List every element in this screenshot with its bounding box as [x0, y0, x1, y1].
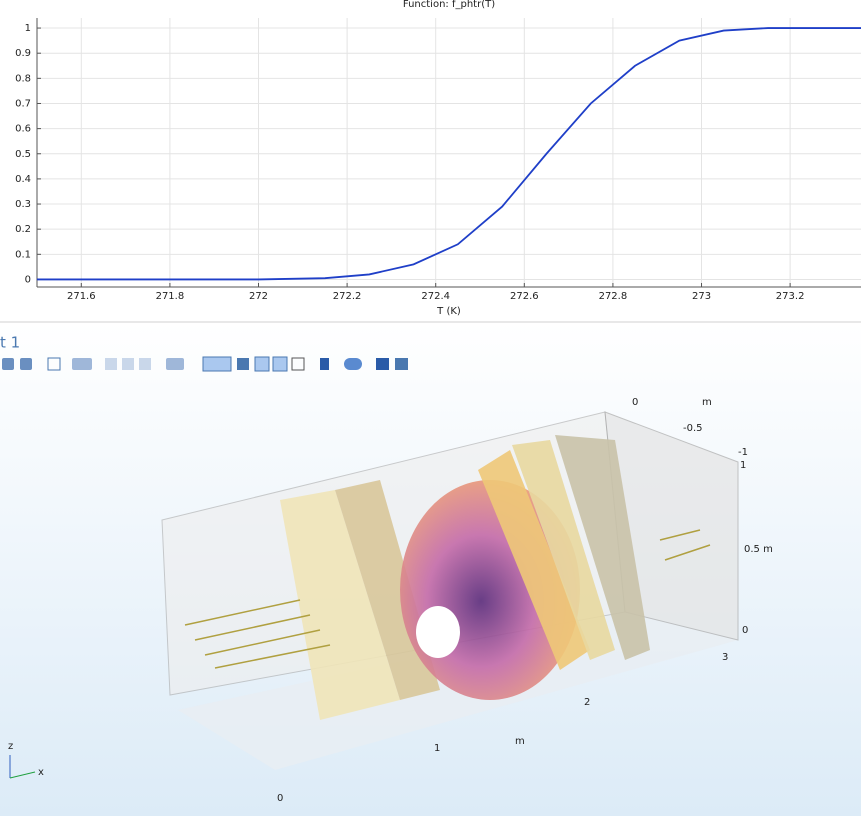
view-xy-icon[interactable]	[105, 358, 117, 370]
lock-icon[interactable]	[320, 358, 329, 370]
axis-label-3d: 2	[584, 697, 590, 708]
cylinder	[416, 606, 460, 658]
x-tick-label: 272.2	[333, 291, 362, 302]
reset-icon[interactable]	[344, 358, 362, 370]
axis-label-3d: z	[8, 741, 13, 752]
surface	[280, 490, 400, 720]
surface	[478, 450, 590, 670]
axis-label-3d: -1	[738, 447, 748, 458]
surface	[555, 435, 650, 660]
surface	[512, 440, 615, 660]
y-tick-label: 0	[25, 274, 31, 285]
y-tick-label: 0.4	[15, 174, 31, 185]
x-tick-label: 271.6	[67, 291, 96, 302]
print-icon[interactable]	[395, 358, 408, 370]
y-tick-label: 1	[25, 23, 31, 34]
axis-label-3d: x	[38, 767, 44, 778]
y-tick-label: 0.6	[15, 124, 31, 135]
axis-label-3d: 0	[632, 397, 638, 408]
zoom-extents-icon[interactable]	[47, 357, 61, 371]
grid-icon[interactable]	[254, 356, 270, 372]
axis-label-3d: m	[702, 397, 712, 408]
axis-label-3d: 0.5 m	[744, 544, 773, 555]
y-tick-label: 0.9	[15, 48, 31, 59]
axis-label-3d: 0	[742, 625, 748, 636]
y-tick-label: 0.3	[15, 199, 31, 210]
transparency-icon[interactable]	[237, 358, 249, 370]
plot-panel	[0, 0, 861, 322]
snapshot-icon[interactable]	[376, 358, 389, 370]
toolbar	[2, 356, 408, 372]
plot-title: t 1	[0, 334, 20, 352]
axis-label-3d: 1	[434, 743, 440, 754]
axis-label-3d: m	[515, 736, 525, 747]
axis-label-3d: 3	[722, 652, 728, 663]
streamlines	[184, 529, 711, 669]
y-tick-label: 0.1	[15, 249, 31, 260]
axis-label-3d: 1	[740, 460, 746, 471]
function-curve	[37, 27, 861, 281]
axes-icon[interactable]	[272, 356, 288, 372]
x-tick-label: 271.8	[156, 291, 185, 302]
axis-label-3d: 0	[277, 793, 283, 804]
scene-3d	[9, 411, 739, 779]
x-tick-label: 272.8	[599, 291, 628, 302]
view-xz-icon[interactable]	[139, 358, 151, 370]
legend-icon[interactable]	[291, 357, 305, 371]
view-yz-icon[interactable]	[122, 358, 134, 370]
y-tick-label: 0.7	[15, 98, 31, 109]
x-tick-label: 272.6	[510, 291, 539, 302]
x-tick-label: 273	[692, 291, 711, 302]
x-axis-label: T (K)	[436, 306, 461, 317]
axis-label-3d: -0.5	[683, 423, 703, 434]
scene-light-icon[interactable]	[202, 356, 232, 372]
x-tick-label: 272.4	[421, 291, 450, 302]
axis-orientation-icon[interactable]	[72, 358, 92, 370]
zoom-icon[interactable]	[2, 358, 14, 370]
x-tick-label: 272	[249, 291, 268, 302]
y-tick-label: 0.5	[15, 149, 31, 160]
rotate-icon[interactable]	[166, 358, 184, 370]
chart-title: Function: f_phtr(T)	[403, 0, 495, 10]
triad	[9, 755, 36, 779]
x-tick-label: 273.2	[776, 291, 805, 302]
y-tick-label: 0.8	[15, 73, 31, 84]
zoom-box-icon[interactable]	[20, 358, 32, 370]
y-tick-label: 0.2	[15, 224, 31, 235]
